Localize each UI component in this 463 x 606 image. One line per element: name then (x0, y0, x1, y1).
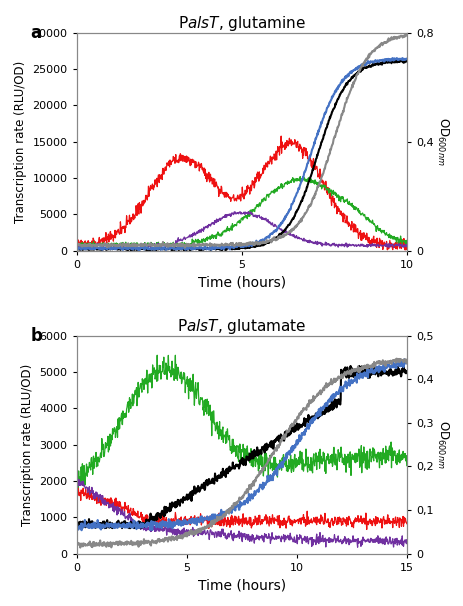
Y-axis label: OD$_{600nm}$: OD$_{600nm}$ (434, 118, 449, 166)
X-axis label: Time (hours): Time (hours) (197, 275, 285, 289)
X-axis label: Time (hours): Time (hours) (197, 578, 285, 592)
Text: b: b (30, 327, 42, 345)
Y-axis label: Transcription rate (RLU/OD): Transcription rate (RLU/OD) (14, 61, 27, 223)
Title: P$\mathit{alsT}$, glutamine: P$\mathit{alsT}$, glutamine (177, 14, 305, 33)
Y-axis label: OD$_{600nm}$: OD$_{600nm}$ (434, 421, 449, 469)
Text: a: a (30, 24, 41, 42)
Title: P$\mathit{alsT}$, glutamate: P$\mathit{alsT}$, glutamate (176, 317, 306, 336)
Y-axis label: Transcription rate (RLU/OD): Transcription rate (RLU/OD) (21, 364, 34, 526)
